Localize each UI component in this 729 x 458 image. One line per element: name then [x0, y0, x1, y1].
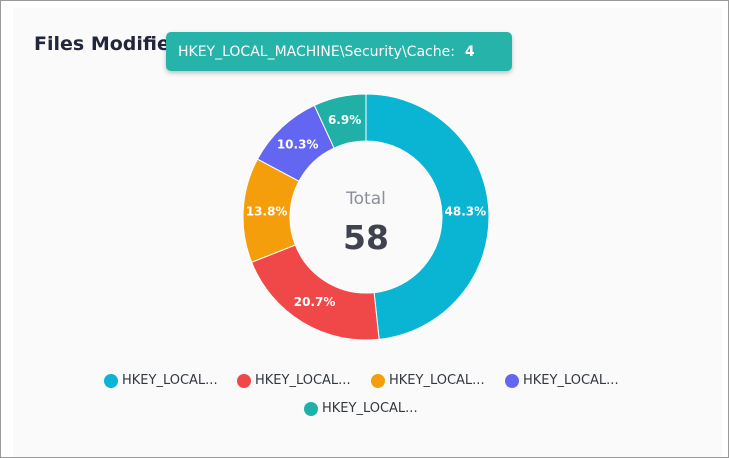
donut-center-value: 58	[343, 218, 389, 257]
donut-center-label: Total	[345, 189, 386, 209]
legend-label: HKEY_LOCAL...	[322, 401, 418, 416]
legend-label: HKEY_LOCAL...	[389, 373, 485, 388]
donut-slice-2[interactable]	[250, 244, 380, 341]
legend-label: HKEY_LOCAL...	[255, 373, 351, 388]
legend-dot-icon	[304, 401, 318, 416]
legend-item-5[interactable]: HKEY_LOCAL...	[304, 401, 418, 416]
legend-label: HKEY_LOCAL...	[523, 373, 619, 388]
donut-slice-5[interactable]	[313, 93, 367, 149]
slice-label-4: 10.3%	[277, 138, 319, 152]
legend-item-4[interactable]: HKEY_LOCAL...	[505, 373, 619, 388]
legend-dot-icon	[505, 373, 519, 388]
slice-label-5: 6.9%	[328, 113, 361, 127]
chart-tooltip: HKEY_LOCAL_MACHINE\Security\Cache: 4	[166, 32, 512, 71]
legend-item-1[interactable]: HKEY_LOCAL...	[104, 373, 218, 388]
legend-label: HKEY_LOCAL...	[122, 373, 218, 388]
legend-dot-icon	[104, 373, 118, 388]
donut-slice-1[interactable]	[365, 93, 490, 340]
slice-label-3: 13.8%	[246, 204, 288, 218]
chart-card	[13, 8, 722, 457]
tooltip-label: HKEY_LOCAL_MACHINE\Security\Cache:	[178, 43, 455, 60]
legend-item-3[interactable]: HKEY_LOCAL...	[371, 373, 485, 388]
slice-label-1: 48.3%	[445, 205, 487, 219]
legend-dot-icon	[371, 373, 385, 388]
card-title: Files Modified	[34, 33, 184, 55]
legend-item-2[interactable]: HKEY_LOCAL...	[237, 373, 351, 388]
tooltip-value: 4	[464, 43, 475, 60]
legend-dot-icon	[237, 373, 251, 388]
slice-label-2: 20.7%	[294, 295, 336, 309]
